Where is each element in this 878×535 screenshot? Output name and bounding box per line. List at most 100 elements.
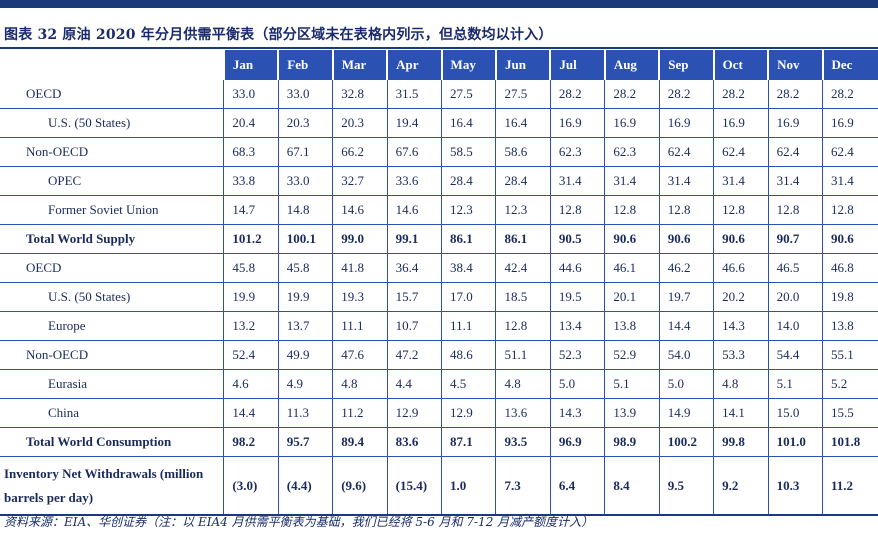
- value-cell: 12.3: [495, 195, 551, 225]
- value-cell: (9.6): [332, 456, 388, 516]
- value-cell: 54.4: [768, 340, 824, 370]
- value-cell: 1.0: [441, 456, 497, 516]
- value-cell: 62.3: [604, 137, 660, 167]
- column-header-oct: Oct: [713, 50, 770, 80]
- table-row: Total World Consumption 98.2 95.7 89.4 83.6 8…: [0, 427, 878, 457]
- column-header-nov: Nov: [768, 50, 824, 80]
- row-label: Total World Supply: [0, 224, 225, 254]
- table-row: Inventory Net Withdrawals (million barre…: [0, 456, 878, 516]
- value-cell: 98.9: [604, 427, 660, 457]
- value-cell: (4.4): [278, 456, 334, 516]
- value-cell: 10.7: [387, 311, 443, 341]
- value-cell: 14.3: [550, 398, 606, 428]
- table-row: Europe 13.2 13.7 11.1 10.7 11.1 12.8 13.4 13.8 14…: [0, 311, 878, 341]
- value-cell: 52.3: [550, 340, 606, 370]
- value-cell: 45.8: [223, 253, 279, 283]
- value-cell: 16.9: [659, 108, 715, 138]
- value-cell: 100.2: [659, 427, 715, 457]
- row-label: Former Soviet Union: [0, 195, 225, 225]
- value-cell: 12.8: [822, 195, 878, 225]
- column-header-aug: Aug: [604, 50, 661, 80]
- value-cell: 11.2: [822, 456, 878, 516]
- value-cell: 18.5: [495, 282, 551, 312]
- value-cell: 31.4: [604, 166, 660, 196]
- source-note: 资料来源：EIA、华创证券（注：以 EIA4 月供需平衡表为基础，我们已经将 5…: [4, 515, 594, 529]
- table-row: Non-OECD 52.4 49.9 47.6 47.2 48.6 51.1 52.3 52.9…: [0, 340, 878, 370]
- value-cell: 32.7: [332, 166, 388, 196]
- value-cell: 41.8: [332, 253, 388, 283]
- table-row: OECD 33.0 33.0 32.8 31.5 27.5 27.5 28.2 28.2 28.2…: [0, 80, 878, 109]
- value-cell: 12.9: [387, 398, 443, 428]
- value-cell: 62.4: [713, 137, 769, 167]
- value-cell: 62.4: [768, 137, 824, 167]
- value-cell: 13.7: [278, 311, 334, 341]
- value-cell: 32.8: [332, 80, 388, 109]
- value-cell: 49.9: [278, 340, 334, 370]
- value-cell: 8.4: [604, 456, 660, 516]
- value-cell: 38.4: [441, 253, 497, 283]
- column-header-dec: Dec: [822, 50, 878, 80]
- value-cell: 33.0: [278, 80, 334, 109]
- value-cell: 99.8: [713, 427, 769, 457]
- value-cell: 31.4: [550, 166, 606, 196]
- value-cell: 28.2: [604, 80, 660, 109]
- value-cell: 33.0: [223, 80, 279, 109]
- value-cell: 101.8: [822, 427, 878, 457]
- value-cell: 9.2: [713, 456, 769, 516]
- value-cell: 5.1: [604, 369, 660, 399]
- value-cell: 31.5: [387, 80, 443, 109]
- value-cell: 14.1: [713, 398, 769, 428]
- value-cell: 14.9: [659, 398, 715, 428]
- value-cell: 12.9: [441, 398, 497, 428]
- row-label: Non-OECD: [0, 340, 225, 370]
- value-cell: 28.2: [822, 80, 878, 109]
- value-cell: 28.4: [495, 166, 551, 196]
- value-cell: 55.1: [822, 340, 878, 370]
- value-cell: 31.4: [713, 166, 769, 196]
- value-cell: 5.2: [822, 369, 878, 399]
- value-cell: 27.5: [441, 80, 497, 109]
- row-label: Eurasia: [0, 369, 225, 399]
- value-cell: 47.2: [387, 340, 443, 370]
- value-cell: 90.6: [713, 224, 769, 254]
- value-cell: 46.8: [822, 253, 878, 283]
- value-cell: 67.6: [387, 137, 443, 167]
- value-cell: 16.4: [495, 108, 551, 138]
- value-cell: 11.1: [441, 311, 497, 341]
- value-cell: 90.5: [550, 224, 606, 254]
- value-cell: 20.0: [768, 282, 824, 312]
- value-cell: 62.4: [659, 137, 715, 167]
- value-cell: 28.2: [659, 80, 715, 109]
- column-header-jul: Jul: [550, 50, 606, 80]
- value-cell: 100.1: [278, 224, 334, 254]
- value-cell: 12.8: [768, 195, 824, 225]
- table-row: Non-OECD 68.3 67.1 66.2 67.6 58.5 58.6 62.3 62.3…: [0, 137, 878, 167]
- row-label: OECD: [0, 80, 225, 109]
- value-cell: 90.6: [822, 224, 878, 254]
- column-header-apr: Apr: [387, 50, 443, 80]
- value-cell: 14.4: [223, 398, 279, 428]
- value-cell: (3.0): [223, 456, 279, 516]
- row-label: Non-OECD: [0, 137, 225, 167]
- value-cell: 46.1: [604, 253, 660, 283]
- row-label: OPEC: [0, 166, 225, 196]
- value-cell: 14.6: [332, 195, 388, 225]
- value-cell: 4.6: [223, 369, 279, 399]
- value-cell: 12.8: [713, 195, 769, 225]
- value-cell: 19.8: [822, 282, 878, 312]
- value-cell: 98.2: [223, 427, 279, 457]
- row-label: U.S. (50 States): [0, 108, 225, 138]
- value-cell: 16.9: [550, 108, 606, 138]
- value-cell: 53.3: [713, 340, 769, 370]
- value-cell: 42.4: [495, 253, 551, 283]
- value-cell: 15.5: [822, 398, 878, 428]
- value-cell: 6.4: [550, 456, 606, 516]
- value-cell: 67.1: [278, 137, 334, 167]
- value-cell: 20.1: [604, 282, 660, 312]
- value-cell: 45.8: [278, 253, 334, 283]
- value-cell: 12.8: [550, 195, 606, 225]
- value-cell: 86.1: [495, 224, 551, 254]
- row-label: Inventory Net Withdrawals (million barre…: [0, 456, 225, 516]
- value-cell: 99.1: [387, 224, 443, 254]
- value-cell: 14.4: [659, 311, 715, 341]
